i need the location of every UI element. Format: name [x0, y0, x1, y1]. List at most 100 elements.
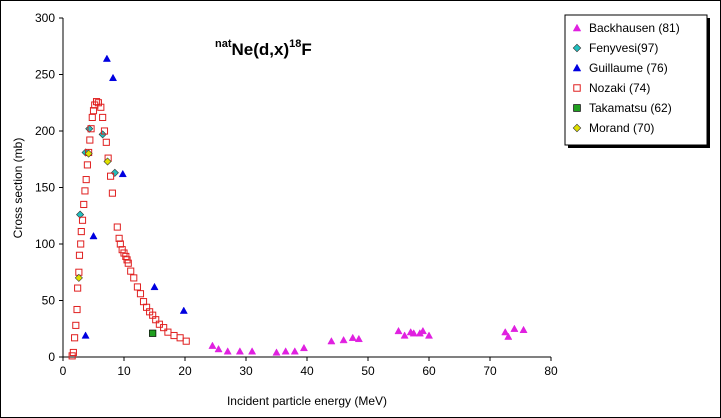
data-point: [81, 187, 89, 195]
data-point: [77, 240, 85, 248]
data-point: [281, 347, 290, 355]
y-tick-label: 0: [48, 350, 55, 364]
data-point: [97, 103, 105, 111]
series-5: [74, 149, 112, 282]
data-point: [130, 274, 138, 282]
data-point: [84, 149, 93, 158]
x-tick-label: 50: [361, 364, 375, 378]
data-point: [85, 124, 94, 133]
data-point: [164, 328, 172, 336]
data-point: [149, 329, 157, 337]
data-point: [77, 228, 85, 236]
data-point: [235, 347, 244, 355]
x-tick-label: 80: [544, 364, 558, 378]
legend-marker: [572, 63, 582, 72]
series-4: [149, 329, 157, 337]
data-point: [176, 334, 184, 342]
data-point: [170, 331, 178, 340]
data-point: [71, 334, 79, 342]
legend-marker: [572, 23, 582, 32]
data-point: [103, 157, 112, 166]
legend-entry-label: Nozaki (74): [589, 81, 650, 95]
data-point: [160, 324, 168, 332]
data-point: [504, 332, 513, 340]
legend-entry-label: Takamatsu (62): [589, 101, 672, 115]
data-point: [179, 306, 188, 314]
axes: 0 10 20 30 40 50 60 70 80 0 50 100 150 200 250 300: [35, 11, 558, 378]
data-point: [83, 161, 91, 169]
data-point: [510, 324, 519, 332]
data-point: [86, 136, 94, 144]
data-point: [87, 125, 95, 133]
x-tick-label: 40: [300, 364, 314, 378]
data-point: [75, 251, 84, 259]
title-main: Ne(d,x): [232, 40, 290, 59]
data-point: [327, 337, 336, 345]
x-tick-label: 60: [422, 364, 436, 378]
x-tick-label: 20: [178, 364, 192, 378]
data-point: [223, 347, 232, 355]
title-mass: 18: [289, 38, 301, 50]
data-point: [89, 231, 98, 240]
data-point: [110, 168, 119, 177]
data-point: [108, 73, 118, 82]
data-point: [69, 348, 77, 357]
data-point: [73, 305, 81, 314]
data-point: [133, 283, 141, 291]
data-point: [92, 98, 101, 106]
data-point: [152, 316, 160, 324]
x-tick-label: 10: [117, 364, 131, 378]
data-point: [102, 138, 110, 146]
data-point: [107, 172, 115, 180]
data-point: [182, 337, 190, 345]
legend: Backhausen (81) Fenyvesi(97) Guillaume (76…: [564, 14, 710, 148]
data-point: [102, 54, 111, 62]
data-point: [354, 334, 363, 343]
data-point: [339, 335, 348, 344]
data-point: [76, 210, 85, 219]
y-tick-label: 100: [35, 237, 55, 251]
data-point: [108, 189, 116, 197]
data-point: [74, 284, 82, 292]
series-2: [81, 54, 188, 339]
data-point: [72, 321, 80, 329]
chart-title: natNe(d,x)18F: [215, 38, 312, 59]
legend-entry-label: Morand (70): [589, 121, 654, 135]
data-point: [113, 223, 121, 231]
data-point: [424, 331, 434, 339]
data-point: [100, 127, 109, 135]
legend-entry-label: Backhausen (81): [589, 21, 680, 35]
data-point: [94, 99, 102, 107]
legend-entry-label: Guillaume (76): [589, 61, 668, 75]
series-3: [68, 98, 190, 360]
y-tick-label: 250: [35, 68, 55, 82]
data-point: [124, 259, 132, 267]
legend-marker: [573, 104, 581, 112]
data-point: [299, 343, 308, 352]
y-tick-label: 50: [42, 294, 56, 308]
data-point: [81, 331, 90, 339]
data-point: [272, 348, 281, 356]
x-tick-label: 70: [483, 364, 497, 378]
data-point: [394, 326, 403, 335]
legend-marker: [572, 123, 582, 133]
data-point: [82, 176, 90, 184]
series-0: [208, 324, 528, 356]
data-point: [99, 113, 107, 121]
legend-marker: [573, 84, 581, 92]
y-axis-label: Cross section (mb): [11, 138, 25, 239]
legend-entry-label: Fenyvesi(97): [589, 41, 658, 55]
data-point: [150, 282, 159, 291]
data-point: [88, 113, 96, 121]
y-tick-label: 200: [35, 124, 55, 138]
data-point: [409, 329, 418, 337]
x-axis-label: Incident particle energy (MeV): [227, 394, 387, 408]
data-point: [348, 333, 357, 341]
data-point: [290, 347, 299, 355]
data-point: [208, 341, 217, 349]
data-point: [118, 169, 127, 178]
data-point: [418, 326, 427, 335]
data-point: [74, 273, 83, 282]
data-point: [80, 200, 88, 209]
